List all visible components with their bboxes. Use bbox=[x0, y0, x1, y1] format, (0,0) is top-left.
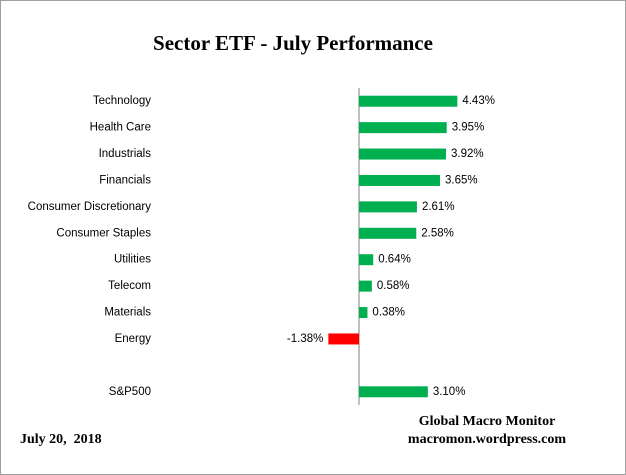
category-label: Industrials bbox=[99, 148, 152, 160]
value-label: 3.92% bbox=[451, 148, 484, 160]
bar bbox=[359, 307, 368, 319]
bar bbox=[359, 386, 428, 398]
category-label: Consumer Discretionary bbox=[28, 201, 152, 213]
value-label: -1.38% bbox=[287, 333, 323, 345]
category-label: Energy bbox=[115, 333, 152, 345]
category-label: Health Care bbox=[90, 122, 151, 134]
date: July 20, 2018 bbox=[20, 432, 102, 447]
value-label: 0.38% bbox=[372, 307, 405, 319]
value-label: 4.43% bbox=[462, 95, 495, 107]
value-label: 0.58% bbox=[377, 280, 410, 292]
category-label: Materials bbox=[104, 307, 151, 319]
category-label: Financials bbox=[99, 174, 151, 186]
bar bbox=[359, 95, 458, 107]
category-label: Technology bbox=[93, 95, 151, 107]
value-label: 3.10% bbox=[433, 386, 466, 398]
value-label: 2.61% bbox=[422, 201, 455, 213]
bar bbox=[359, 148, 447, 160]
bar bbox=[359, 201, 417, 213]
category-label: Telecom bbox=[108, 280, 151, 292]
chart-title: Sector ETF - July Performance bbox=[153, 31, 433, 55]
value-label: 0.64% bbox=[378, 254, 411, 266]
bar bbox=[359, 280, 372, 292]
bar bbox=[359, 122, 447, 134]
bar bbox=[359, 254, 374, 266]
value-label: 2.58% bbox=[421, 227, 454, 239]
source: Global Macro Monitor bbox=[419, 414, 556, 429]
value-label: 3.65% bbox=[445, 174, 478, 186]
category-label: S&P500 bbox=[109, 386, 151, 398]
website: macromon.wordpress.com bbox=[408, 432, 566, 447]
bar bbox=[328, 333, 359, 345]
category-label: Consumer Staples bbox=[56, 227, 151, 239]
category-label: Utilities bbox=[114, 254, 151, 266]
bar bbox=[359, 227, 417, 239]
bar bbox=[359, 174, 441, 186]
value-label: 3.95% bbox=[452, 122, 485, 134]
